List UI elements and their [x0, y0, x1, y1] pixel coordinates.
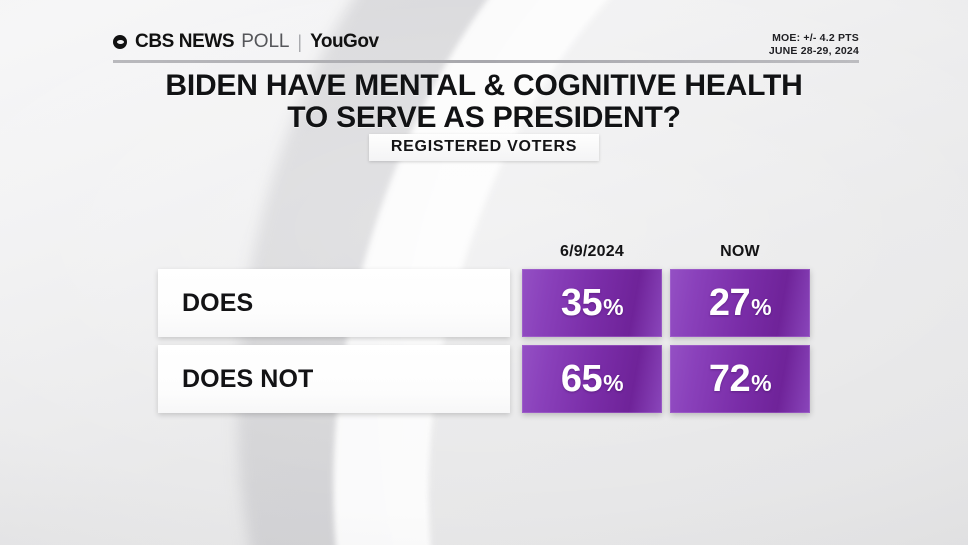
value-cell-now: 72%	[670, 345, 810, 413]
audience-badge: REGISTERED VOTERS	[368, 134, 600, 161]
brand-poll-label: POLL	[241, 31, 290, 52]
row-label: DOES	[182, 288, 254, 317]
page-title-line-2: TO SERVE AS PRESIDENT?	[287, 100, 681, 134]
column-header-now: NOW	[720, 243, 760, 260]
value-previous: 65%	[560, 358, 624, 400]
cbs-eye-icon	[113, 35, 127, 49]
percent-sign: %	[751, 294, 772, 320]
brand-cbs-news: CBS NEWS	[135, 31, 235, 52]
results-table: 6/9/2024 NOW DOES 35% 27% DOES NOT	[158, 243, 812, 421]
margin-of-error: MOE: +/- 4.2 PTS	[772, 32, 859, 44]
value-number: 72	[708, 358, 751, 400]
column-header-previous: 6/9/2024	[560, 243, 624, 260]
table-row: DOES 35% 27%	[158, 269, 812, 337]
percent-sign: %	[603, 294, 624, 320]
value-cell-previous: 65%	[522, 345, 662, 413]
row-label-cell: DOES	[158, 269, 510, 337]
value-number: 27	[708, 282, 751, 324]
brand-yougov: YouGov	[310, 31, 379, 52]
value-now: 72%	[708, 358, 772, 400]
header-bar: CBS NEWS POLL | YouGov MOE: +/- 4.2 PTS …	[113, 31, 859, 57]
value-cell-now: 27%	[670, 269, 810, 337]
brand-divider: |	[297, 31, 303, 52]
poll-metadata: MOE: +/- 4.2 PTS JUNE 28-29, 2024	[769, 31, 859, 58]
header-divider-rule	[113, 60, 859, 63]
percent-sign: %	[603, 370, 624, 396]
value-previous: 35%	[560, 282, 624, 324]
field-dates: JUNE 28-29, 2024	[768, 45, 859, 58]
table-row: DOES NOT 65% 72%	[158, 345, 812, 413]
page-title-line-1: BIDEN HAVE MENTAL & COGNITIVE HEALTH	[165, 69, 803, 102]
value-number: 65	[560, 358, 603, 400]
subtitle-container: REGISTERED VOTERS	[0, 134, 968, 161]
row-label: DOES NOT	[182, 364, 314, 393]
row-label-cell: DOES NOT	[158, 345, 510, 413]
page-title: BIDEN HAVE MENTAL & COGNITIVE HEALTH TO …	[0, 70, 968, 134]
percent-sign: %	[751, 370, 772, 396]
value-number: 35	[560, 282, 603, 324]
brand-lockup: CBS NEWS POLL | YouGov	[113, 31, 379, 53]
value-now: 27%	[708, 282, 772, 324]
value-cell-previous: 35%	[522, 269, 662, 337]
table-column-headers: 6/9/2024 NOW	[158, 243, 812, 269]
